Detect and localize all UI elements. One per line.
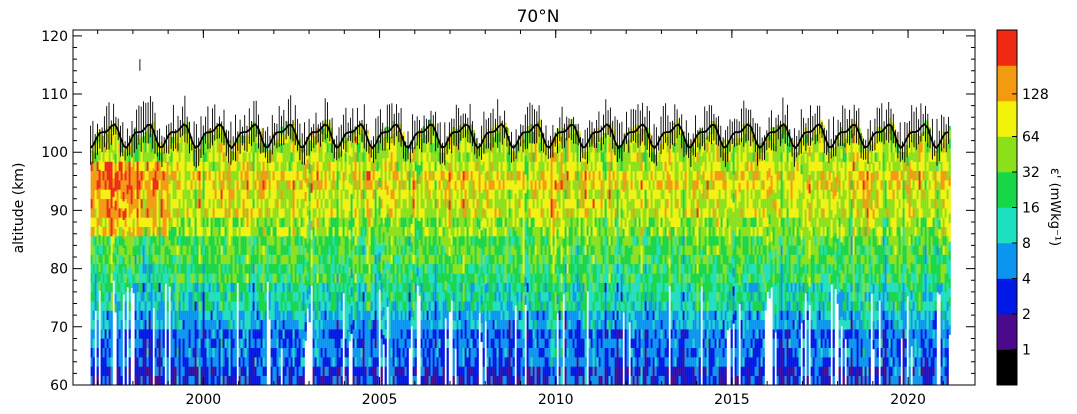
y-axis-label: altitude (km)	[11, 163, 27, 254]
colorbar-label: ε' (mWkg⁻¹)	[1047, 168, 1062, 246]
colorbar-layer: 1 2 4 8 16 32 64 128	[997, 30, 1049, 385]
colorbar-segment	[997, 137, 1017, 173]
colorbar-tick-label: 8	[1022, 236, 1031, 252]
colorbar-segment	[997, 350, 1017, 386]
colorbar-segment	[997, 172, 1017, 208]
colorbar-tick-label: 128	[1022, 87, 1049, 103]
x-tick-label: 2015	[714, 392, 750, 408]
y-tick-label: 120	[41, 29, 68, 45]
colorbar-tick-label: 16	[1022, 201, 1040, 217]
y-tick-label: 110	[41, 87, 68, 103]
colorbar-tick-label: 1	[1022, 343, 1031, 359]
colorbar-segment	[997, 66, 1017, 102]
x-tick-label: 2005	[362, 392, 398, 408]
y-tick-label: 60	[50, 378, 68, 394]
colorbar-tick-label: 64	[1022, 130, 1040, 146]
colorbar-tick-label: 2	[1022, 307, 1031, 323]
y-tick-label: 90	[50, 203, 68, 219]
colorbar-segment	[997, 101, 1017, 137]
heatmap-layer	[91, 118, 951, 386]
colorbar-segment	[997, 243, 1017, 279]
x-tick-label: 2020	[890, 392, 926, 408]
colorbar-segment	[997, 279, 1017, 315]
y-tick-label: 70	[50, 320, 68, 336]
chart-title: 70°N	[517, 7, 560, 27]
colorbar-segment	[997, 208, 1017, 244]
y-tick-label: 100	[41, 145, 68, 161]
colorbar-segment	[997, 30, 1017, 66]
colorbar-tick-label: 32	[1022, 165, 1040, 181]
colorbar-tick-label: 4	[1022, 272, 1031, 288]
y-tick-label: 80	[50, 262, 68, 278]
x-tick-label: 2010	[538, 392, 574, 408]
x-tick-label: 2000	[186, 392, 222, 408]
colorbar-segment	[997, 314, 1017, 350]
